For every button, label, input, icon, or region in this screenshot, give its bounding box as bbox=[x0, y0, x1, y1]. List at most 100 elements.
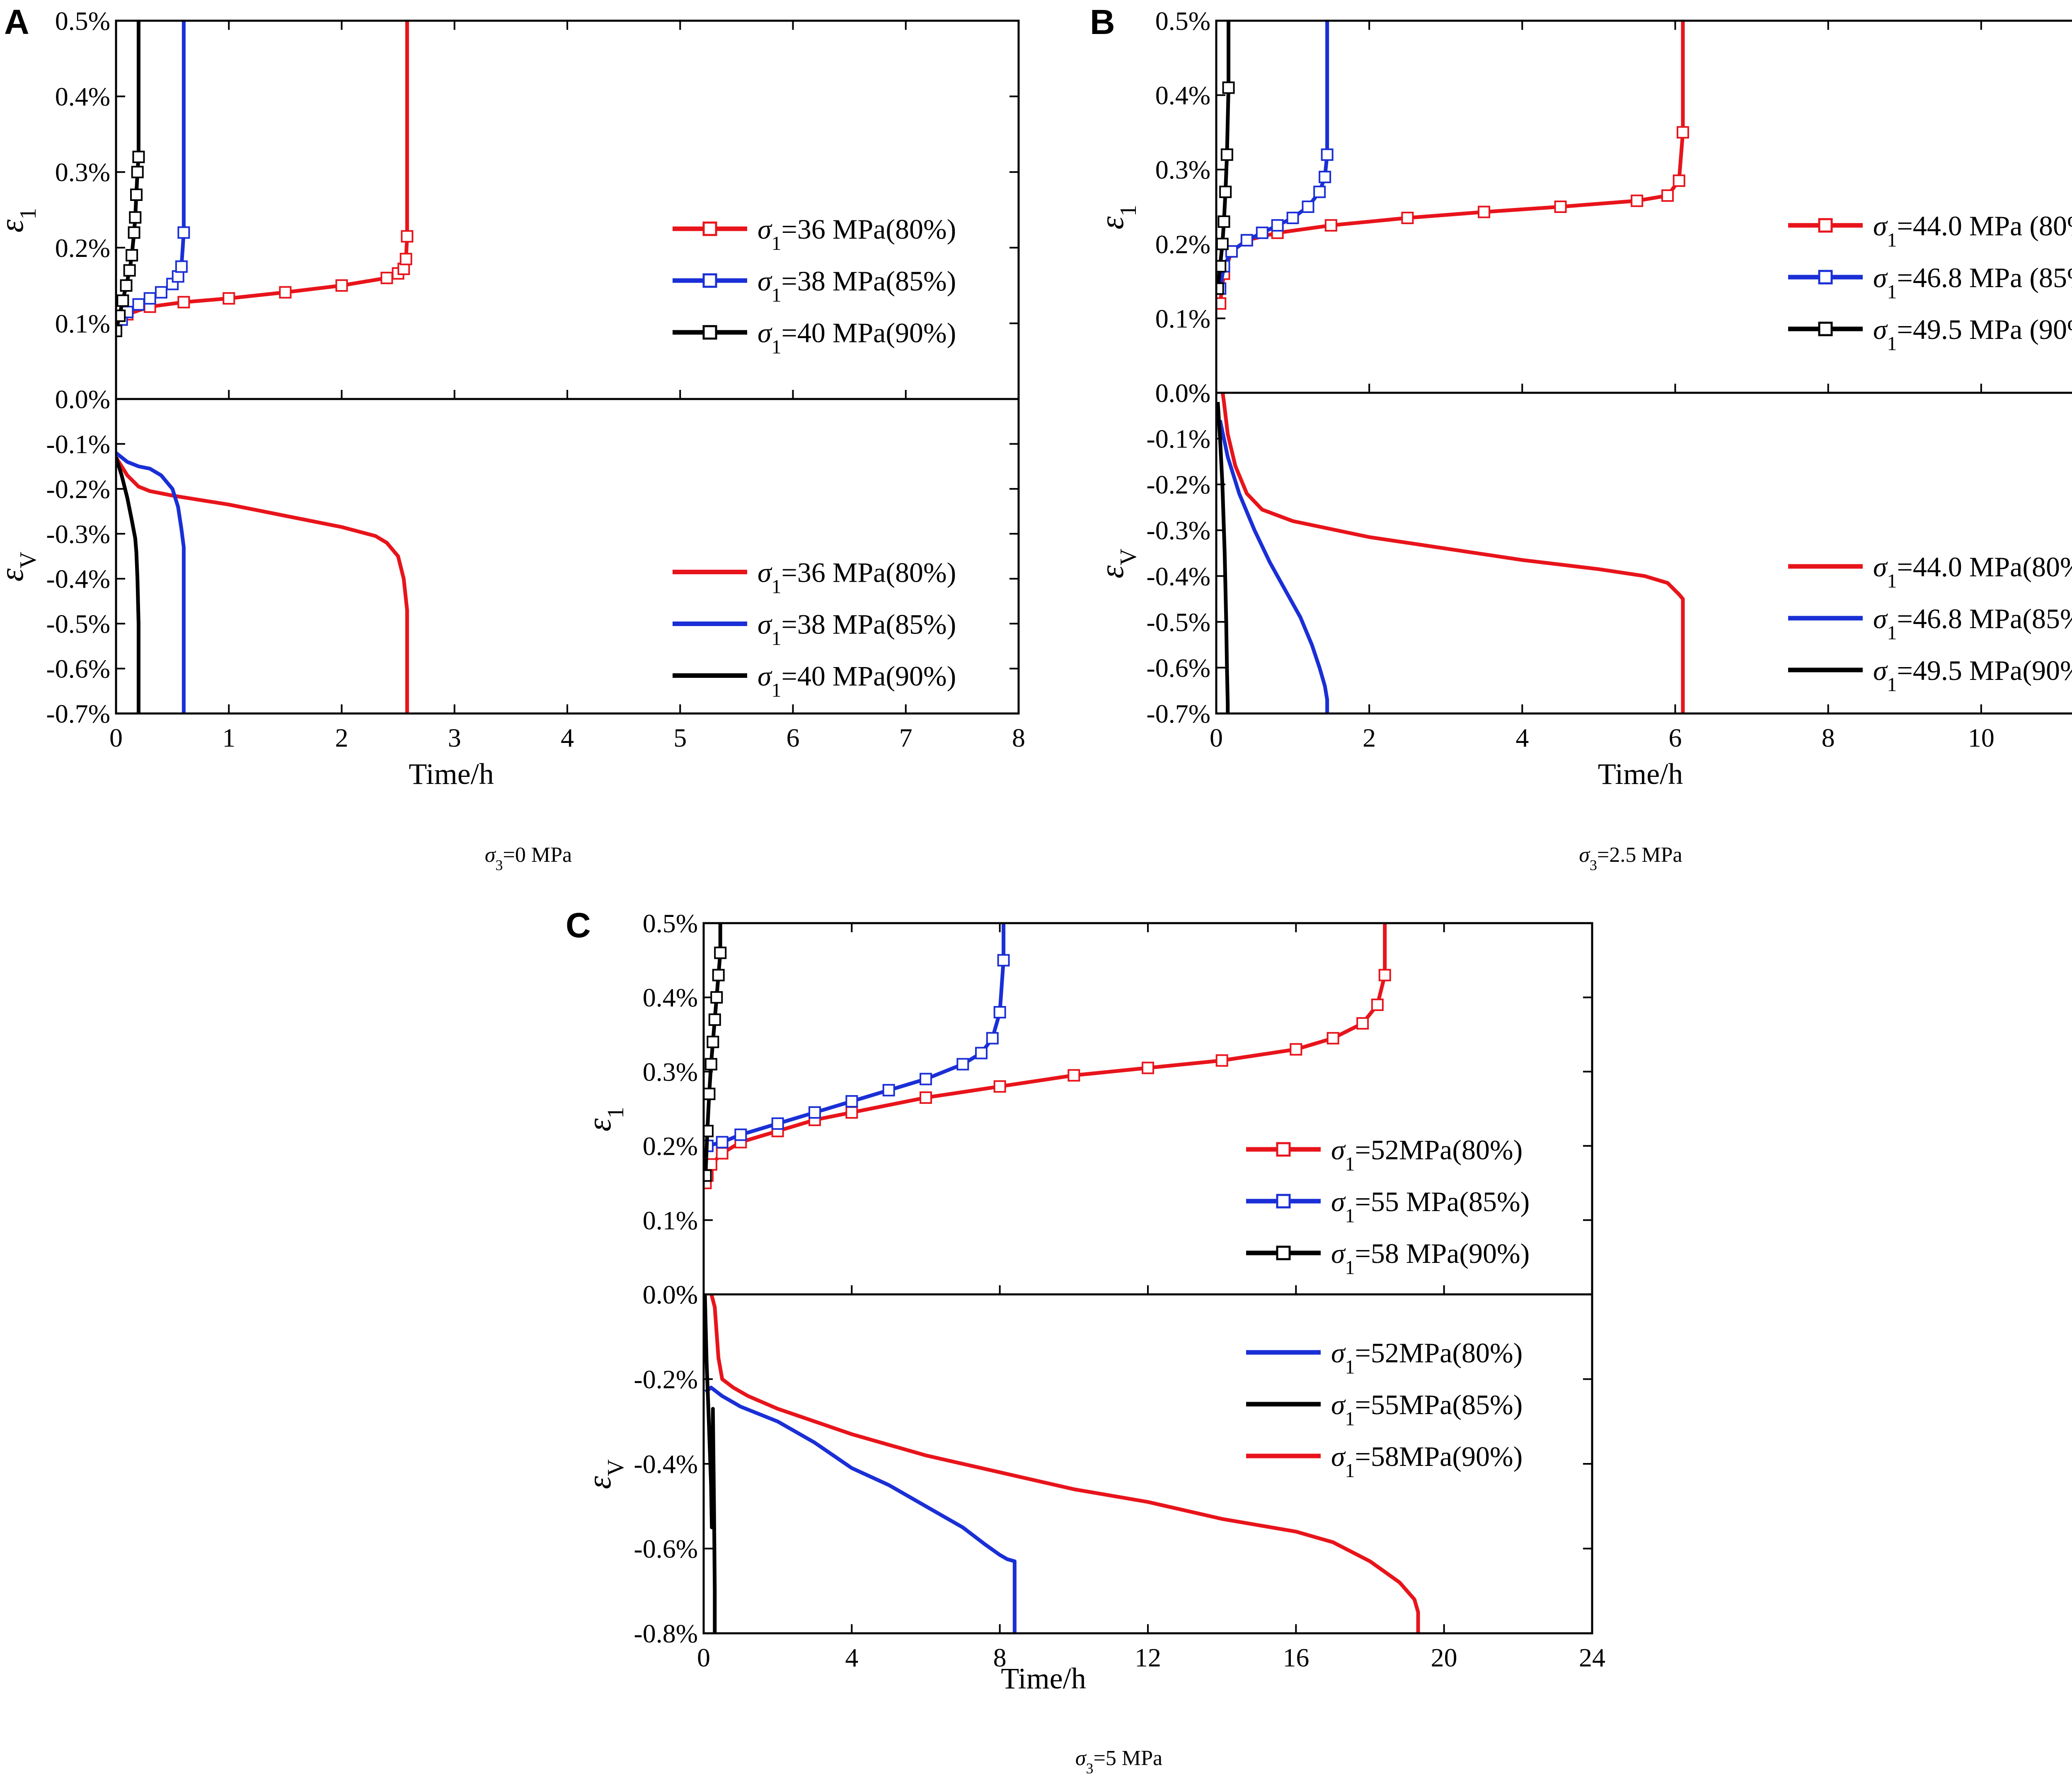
series-marker bbox=[771, 1117, 784, 1130]
series-marker bbox=[1356, 1017, 1369, 1030]
series-marker bbox=[131, 166, 144, 179]
series-marker bbox=[1673, 174, 1685, 187]
legend-marker bbox=[1818, 270, 1833, 285]
y-tick-label: -0.1% bbox=[1146, 424, 1210, 454]
legend-label: σ1​=55 MPa(85%) bbox=[1331, 1186, 1530, 1227]
series-marker bbox=[223, 292, 235, 305]
series-marker bbox=[882, 1084, 895, 1097]
y-tick-label: 0.3% bbox=[55, 157, 110, 187]
series-marker bbox=[1256, 226, 1268, 239]
bottom-subplot: -0.8% -0.6% -0.4% -0.2% 0.0% εV​ σ1​=52MPa(80%… bbox=[581, 1280, 1592, 1648]
x-tick-label: 16 bbox=[1283, 1643, 1309, 1672]
legend-label: σ1​=55MPa(85%) bbox=[1331, 1389, 1523, 1430]
legend-label: σ1​=40 MPa(90%) bbox=[758, 660, 956, 701]
legend-label: σ1​=49.5 MPa (90%) bbox=[1873, 314, 2072, 355]
legend-label: σ1​=38 MPa(85%) bbox=[758, 265, 956, 306]
series-marker bbox=[1216, 260, 1227, 273]
top-y-axis-title: ε1​ bbox=[581, 1107, 629, 1132]
series-marker bbox=[116, 294, 129, 307]
series-marker bbox=[1142, 1062, 1154, 1074]
series-marker bbox=[1225, 245, 1238, 258]
panel-caption: σ3​=2.5 MPa bbox=[1579, 843, 1682, 873]
series-marker bbox=[1401, 211, 1414, 224]
legend-label: σ1​=52MPa(80%) bbox=[1331, 1134, 1523, 1175]
series-marker bbox=[1218, 215, 1230, 228]
y-tick-label: 0.2% bbox=[55, 233, 110, 263]
x-tick-label: 7 bbox=[899, 723, 913, 752]
legend-marker bbox=[1818, 218, 1833, 233]
series-marker bbox=[1478, 206, 1491, 218]
y-tick-label: 0.0% bbox=[1155, 378, 1210, 408]
x-tick-label: 10 bbox=[1968, 723, 1995, 752]
series-marker bbox=[123, 264, 136, 277]
series-marker bbox=[716, 1136, 729, 1149]
legend-label: σ1​=52MPa(80%) bbox=[1331, 1337, 1523, 1378]
series-marker bbox=[177, 296, 190, 309]
series-marker bbox=[1676, 126, 1689, 139]
legend-label: σ1​=58MPa(90%) bbox=[1331, 1441, 1523, 1482]
x-tick-label: 3 bbox=[448, 723, 461, 752]
y-tick-label: 0.0% bbox=[643, 1280, 698, 1309]
series-marker bbox=[956, 1058, 969, 1071]
series-marker bbox=[1631, 194, 1644, 207]
series-marker bbox=[335, 279, 348, 292]
x-tick-label: 4 bbox=[1515, 723, 1529, 752]
series-marker bbox=[707, 1035, 719, 1048]
series-marker bbox=[401, 230, 414, 243]
series-marker bbox=[704, 1088, 716, 1100]
series-marker bbox=[1219, 186, 1232, 198]
series-marker bbox=[1319, 171, 1331, 184]
top-subplot: 0.0% 0.1% 0.2% 0.3% 0.4% 0.5% ε1​ σ1​=44.0 MPa … bbox=[1094, 6, 2072, 408]
y-tick-label: -0.5% bbox=[46, 609, 110, 638]
series-marker bbox=[710, 991, 723, 1004]
series-marker bbox=[129, 211, 142, 224]
y-tick-label: 0.5% bbox=[55, 6, 110, 36]
series-marker bbox=[1321, 148, 1334, 161]
series-marker bbox=[126, 249, 138, 262]
panel-caption: σ3​=5 MPa bbox=[1075, 1746, 1162, 1775]
series-marker bbox=[1067, 1069, 1080, 1082]
legend-marker bbox=[702, 273, 717, 288]
series-marker bbox=[1216, 297, 1227, 310]
series-marker bbox=[734, 1128, 747, 1141]
bottom-subplot: -0.7% -0.6% -0.5% -0.4% -0.3% -0.2% -0.1% 0.0% ε… bbox=[1094, 378, 2072, 728]
x-tick-label: 6 bbox=[1669, 723, 1682, 752]
bottom-legend: σ1​=36 MPa(80%) σ1​=38 MPa(85%) σ1​=40 MPa… bbox=[673, 556, 956, 701]
legend-label: σ1​=46.8 MPa (85%) bbox=[1873, 262, 2072, 303]
panel-letter: A bbox=[4, 2, 29, 41]
y-tick-label: 0.4% bbox=[643, 983, 698, 1012]
series-marker bbox=[143, 292, 156, 305]
plot-frame bbox=[702, 922, 1593, 1635]
series-marker bbox=[1326, 1032, 1339, 1045]
series-marker bbox=[128, 226, 140, 239]
top-y-axis-title: ε1​ bbox=[1094, 205, 1141, 230]
chart-panel-a: 0.0% 0.1% 0.2% 0.3% 0.4% 0.5% ε1​ σ1​=36 MPa(80… bbox=[0, 2, 1025, 873]
x-axis-title: Time/h bbox=[409, 757, 494, 791]
legend-label: σ1​=46.8 MPa(85%) bbox=[1873, 603, 2072, 644]
x-axis-title: Time/h bbox=[1001, 1662, 1086, 1695]
y-tick-label: -0.8% bbox=[634, 1619, 698, 1648]
legend-label: σ1​=38 MPa(85%) bbox=[758, 608, 956, 649]
series-line-3 bbox=[116, 457, 140, 713]
x-tick-label: 20 bbox=[1431, 1643, 1457, 1672]
top-legend: σ1​=36 MPa(80%) σ1​=38 MPa(85%) σ1​=40 MPa… bbox=[673, 213, 956, 358]
legend-marker bbox=[1276, 1194, 1291, 1209]
series-marker bbox=[1302, 201, 1314, 213]
series-marker bbox=[132, 298, 145, 311]
series-marker bbox=[175, 260, 188, 273]
x-tick-label: 8 bbox=[993, 1643, 1007, 1672]
series-marker bbox=[1240, 234, 1253, 247]
series-line-1 bbox=[1218, 21, 1685, 304]
series-line-3 bbox=[704, 923, 722, 1176]
series-marker bbox=[993, 1006, 1006, 1019]
y-tick-label: 0.2% bbox=[1155, 230, 1210, 259]
x-tick-label: 0 bbox=[697, 1643, 710, 1672]
x-tick-label: 12 bbox=[1135, 1643, 1161, 1672]
y-tick-label: -0.2% bbox=[1146, 470, 1210, 499]
y-tick-label: 0.2% bbox=[643, 1132, 698, 1161]
top-subplot: 0.0% 0.1% 0.2% 0.3% 0.4% 0.5% ε1​ σ1​=36 MPa(80… bbox=[0, 6, 1019, 414]
bottom-legend: σ1​=52MPa(80%) σ1​=55MPa(85%) σ1​=58MPa(90… bbox=[1246, 1337, 1523, 1482]
y-tick-label: -0.6% bbox=[46, 654, 110, 684]
y-tick-label: 0.0% bbox=[643, 1280, 698, 1309]
series-marker bbox=[708, 1013, 721, 1026]
